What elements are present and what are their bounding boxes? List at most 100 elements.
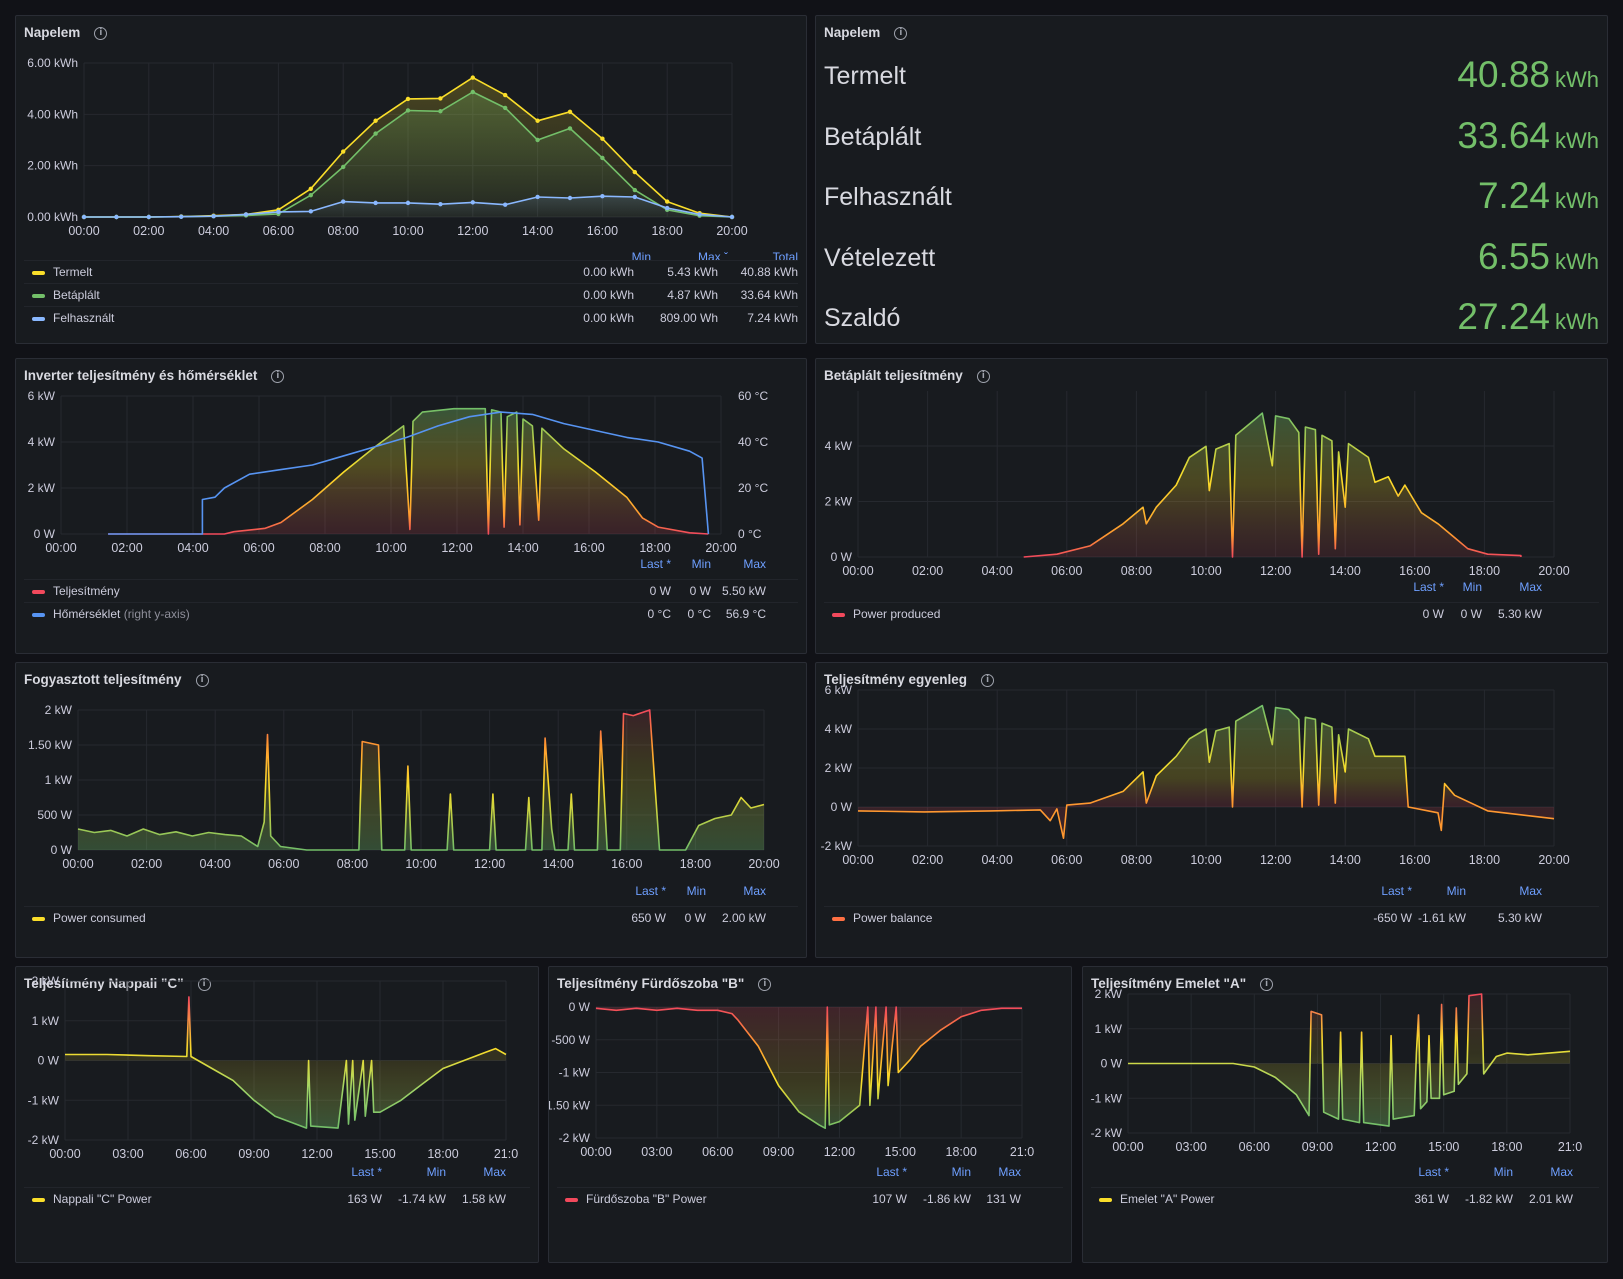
power-consumed-line[interactable] [77,709,765,851]
legend-header[interactable]: Max [1519,580,1542,594]
legend-row[interactable]: Emelet "A" Power 361 W -1.82 kW 2.01 kW [1091,1187,1599,1209]
panel-title[interactable]: Teljesítmény Emelet "A" i [1091,976,1274,991]
felhasznalt-point[interactable] [308,209,313,214]
legend-header[interactable]: Last * [640,557,671,571]
legend-header[interactable]: Min [1493,1165,1513,1179]
felhasznalt-point[interactable] [405,200,411,206]
termelt-point[interactable] [665,199,670,204]
legend-header[interactable]: Last * [351,1165,382,1179]
power-produced-line[interactable] [1023,412,1522,558]
felhasznalt-point[interactable] [535,194,540,200]
info-icon[interactable]: i [894,26,908,40]
nappali-power-line[interactable] [65,996,507,1129]
info-icon[interactable]: i [1260,977,1274,991]
betaplalt-point[interactable] [632,187,637,193]
teljesitmeny-line[interactable] [108,407,709,535]
info-icon[interactable]: i [981,673,995,687]
termelt-point[interactable] [567,109,573,114]
termelt-point[interactable] [503,92,508,98]
felhasznalt-point[interactable] [276,209,281,215]
panel-title[interactable]: Betáplált teljesítmény i [824,368,990,383]
betaplalt-point[interactable] [503,105,508,111]
legend-row[interactable]: Felhasznált 0.00 kWh 809.00 Wh 7.24 kWh [24,306,798,328]
legend-header[interactable]: Last * [1418,1165,1449,1179]
betaplalt-point[interactable] [438,109,443,114]
felhasznalt-point[interactable] [211,214,216,219]
felhasznalt-point[interactable] [373,200,378,206]
furdoszoba-power-line[interactable] [595,1006,1022,1129]
felhasznalt-point[interactable] [114,214,119,220]
legend-header[interactable]: Max [743,557,766,571]
termelt-point[interactable] [535,118,540,123]
info-icon[interactable]: i [195,673,209,687]
felhasznalt-point[interactable] [600,194,605,199]
panel-title[interactable]: Napelem i [824,25,908,40]
betaplalt-point[interactable] [341,164,346,170]
legend-row[interactable]: Power produced 0 W 0 W 5.30 kW [824,602,1599,624]
felhasznalt-point[interactable] [697,212,702,217]
inverter-chart[interactable]: 6 kW 4 kW 2 kW 0 W00:00 02:00 04:00 06:00 08:00… [16,359,807,589]
info-icon[interactable]: i [271,369,285,383]
info-icon[interactable]: i [197,977,211,991]
legend-header[interactable]: Min [1462,580,1482,594]
stat-betáplált[interactable]: Betáplált 33.64 kWh [824,115,1599,165]
felhasznalt-point[interactable] [341,199,346,204]
termelt-point[interactable] [600,136,605,141]
felhasznalt-point[interactable] [438,201,443,207]
betaplalt-point[interactable] [308,192,313,198]
termelt-point[interactable] [632,169,637,175]
felhasznalt-point[interactable] [81,214,87,220]
panel-title[interactable]: Napelem i [24,25,108,40]
legend-header[interactable]: Last * [635,884,666,898]
legend-row[interactable]: Nappali "C" Power 163 W -1.74 kW 1.58 kW [24,1187,530,1209]
betaplalt-point[interactable] [405,108,411,113]
fogyasztott-chart[interactable]: 2 kW 1.50 kW 1 kW 500 W 0 W00:00 02:00 04:00 06… [16,663,807,893]
legend-row[interactable]: Power consumed 650 W 0 W 2.00 kW [24,906,798,928]
betaplalt-point[interactable] [600,155,605,161]
termelt-point[interactable] [405,96,411,102]
legend-row[interactable]: Fürdőszoba "B" Power 107 W -1.86 kW 131 W [557,1187,1063,1209]
panel-title[interactable]: Inverter teljesítmény és hőmérséklet i [24,368,285,383]
legend-row[interactable]: Teljesítmény 0 W 0 W 5.50 kW [24,579,798,601]
legend-header[interactable]: Last * [1413,580,1444,594]
termelt-point[interactable] [308,186,313,191]
felhasznalt-point[interactable] [503,202,508,207]
legend-row[interactable]: Betáplált 0.00 kWh 4.87 kWh 33.64 kWh [24,283,798,305]
felhasznalt-point[interactable] [665,205,670,211]
felhasznalt-point[interactable] [632,194,637,200]
stat-felhasznált[interactable]: Felhasznált 7.24 kWh [824,175,1599,225]
legend-header[interactable]: Max [483,1165,506,1179]
legend-header[interactable]: Last * [876,1165,907,1179]
betaplalt-point[interactable] [567,126,573,131]
stat-termelt[interactable]: Termelt 40.88 kWh [824,54,1599,104]
legend-row[interactable]: Hőmérséklet (right y-axis) 0 °C 0 °C 56.9 °… [24,602,798,624]
termelt-point[interactable] [341,149,346,154]
panel-title[interactable]: Teljesítmény egyenleg i [824,672,995,687]
stat-szaldó[interactable]: Szaldó 27.24 kWh [824,296,1599,343]
info-icon[interactable]: i [976,369,990,383]
legend-header[interactable]: Min [691,557,711,571]
legend-header[interactable]: Min [1446,884,1466,898]
legend-header[interactable]: Max [998,1165,1021,1179]
felhasznalt-point[interactable] [567,195,573,201]
legend-row[interactable]: Termelt 0.00 kWh 5.43 kWh 40.88 kWh [24,260,798,282]
info-icon[interactable]: i [94,26,108,40]
power-balance-line[interactable] [857,704,1555,839]
homerseklet-line[interactable] [108,411,710,535]
panel-title[interactable]: Teljesítmény Nappali "C" i [24,976,211,991]
termelt-point[interactable] [438,96,443,101]
panel-title[interactable]: Fogyasztott teljesítmény i [24,672,209,687]
legend-header[interactable]: Max [1550,1165,1573,1179]
panel-title[interactable]: Teljesítmény Fürdőszoba "B" i [557,976,772,991]
emelet-power-line[interactable] [1128,993,1571,1127]
info-icon[interactable]: i [758,977,772,991]
legend-header[interactable]: Max [743,884,766,898]
termelt-point[interactable] [373,118,378,123]
legend-header[interactable]: Last * [1381,884,1412,898]
legend-header[interactable]: Min [686,884,706,898]
